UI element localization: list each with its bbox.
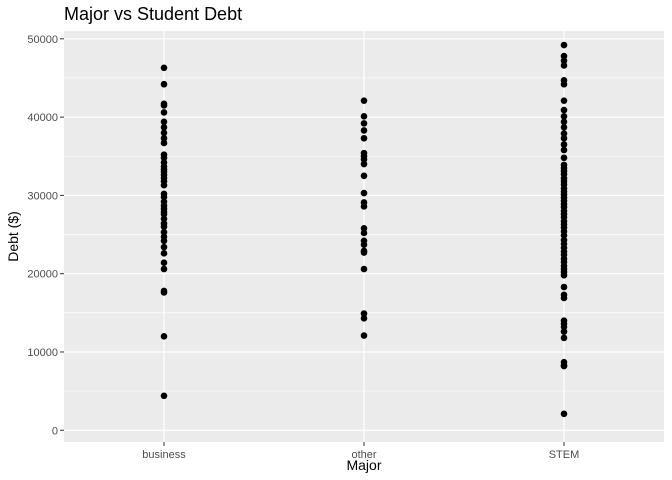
axis-ticks	[60, 38, 565, 446]
data-point	[560, 97, 568, 104]
data-point	[560, 141, 568, 148]
y-tick-label: 50000	[27, 34, 58, 46]
data-point	[360, 241, 368, 249]
data-point	[560, 323, 568, 331]
x-axis-title: Major	[346, 457, 381, 473]
data-point	[360, 249, 368, 256]
data-point	[160, 215, 168, 223]
data-point	[560, 362, 568, 370]
data-point	[360, 315, 368, 322]
data-point	[160, 109, 168, 116]
data-point	[560, 52, 568, 60]
data-point	[560, 154, 568, 162]
data-point	[360, 134, 368, 142]
data-point	[560, 118, 568, 126]
data-point	[560, 328, 568, 335]
data-point	[160, 193, 168, 201]
data-point	[560, 232, 568, 239]
data-point	[360, 332, 368, 339]
data-point	[560, 62, 568, 69]
x-tick-label: business	[142, 449, 186, 461]
data-point	[160, 289, 168, 296]
chart-title: Major vs Student Debt	[64, 4, 243, 24]
data-point	[560, 80, 568, 88]
data-point	[360, 172, 368, 180]
data-point	[160, 243, 168, 251]
data-point	[160, 228, 168, 236]
data-point	[160, 392, 168, 400]
data-point	[160, 181, 168, 189]
x-tick-label: other	[351, 449, 376, 461]
data-points	[160, 41, 568, 418]
tick-labels: 0 10000 20000 30000 40000 50000 business other S…	[27, 34, 579, 461]
data-point	[160, 210, 168, 218]
data-point	[160, 223, 168, 231]
data-point	[560, 130, 568, 137]
data-point	[360, 189, 368, 197]
data-point	[160, 333, 168, 340]
data-point	[160, 64, 168, 72]
data-point	[360, 310, 368, 317]
data-point	[360, 203, 368, 210]
data-point	[560, 283, 568, 291]
data-point	[560, 271, 568, 279]
y-tick-label: 10000	[27, 347, 58, 359]
data-point	[360, 160, 368, 168]
y-tick-label: 20000	[27, 269, 58, 281]
x-tick-label: STEM	[549, 449, 580, 461]
data-point	[160, 118, 168, 126]
data-point	[360, 156, 368, 163]
data-point	[560, 334, 568, 342]
data-point	[560, 410, 568, 418]
data-point	[160, 134, 168, 142]
data-point	[360, 224, 368, 232]
data-point	[160, 250, 168, 257]
data-point	[160, 123, 168, 131]
data-point	[160, 237, 168, 245]
data-point	[160, 265, 168, 273]
data-point	[360, 265, 368, 273]
data-point	[560, 57, 568, 65]
data-point	[360, 113, 368, 120]
data-point	[360, 127, 368, 134]
y-axis-title: Debt ($)	[5, 211, 21, 262]
data-point	[360, 229, 368, 237]
data-point	[160, 80, 168, 88]
data-point	[160, 139, 168, 147]
data-point	[360, 97, 368, 104]
data-point	[160, 102, 168, 109]
y-tick-label: 30000	[27, 190, 58, 202]
y-tick-label: 0	[52, 425, 58, 437]
data-point	[560, 134, 568, 142]
data-point	[560, 146, 568, 154]
data-point	[560, 123, 568, 131]
data-point	[560, 113, 568, 120]
y-tick-label: 40000	[27, 112, 58, 124]
data-point	[560, 41, 568, 49]
data-point	[160, 129, 168, 137]
data-point	[560, 106, 568, 114]
data-point	[160, 259, 168, 267]
data-point	[160, 154, 168, 162]
data-point	[360, 120, 368, 127]
data-point	[560, 294, 568, 302]
